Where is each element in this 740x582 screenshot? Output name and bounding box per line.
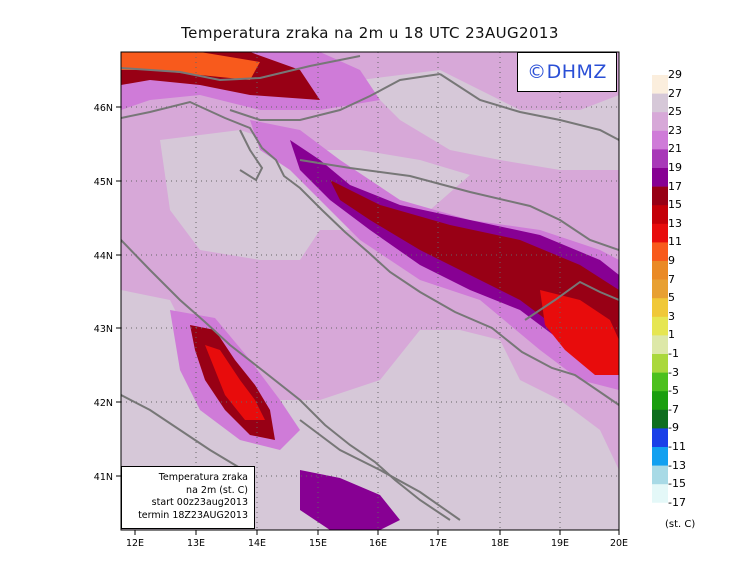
colorbar-swatch <box>652 223 668 243</box>
colorbar-label: -17 <box>668 495 686 509</box>
colorbar-swatch <box>652 75 668 94</box>
colorbar-swatch <box>652 447 668 466</box>
colorbar-label: -11 <box>668 440 686 453</box>
legend-line-level: na 2m (st. C) <box>186 484 248 496</box>
colorbar-swatch <box>652 279 668 299</box>
lat-label-43N: 43N <box>94 324 113 335</box>
lat-label-45N: 45N <box>94 177 113 188</box>
border-montenegro <box>524 280 619 321</box>
coastline-italy <box>121 239 451 521</box>
map-frame <box>120 51 620 531</box>
coastline-gargano <box>299 419 461 521</box>
colorbar-label: 9 <box>668 254 675 267</box>
lon-label-14E: 14E <box>248 538 266 549</box>
colorbar-swatch <box>652 316 668 336</box>
colorbar-label: 25 <box>668 105 682 119</box>
lon-label-15E: 15E <box>309 538 327 549</box>
legend-line-start: start 00z23aug2013 <box>151 497 248 508</box>
colorbar-swatch <box>652 93 668 113</box>
colorbar-swatch <box>652 409 668 429</box>
colorbar-label: 7 <box>668 272 675 286</box>
colorbar-label: 29 <box>668 68 682 81</box>
colorbar-swatch <box>652 205 668 225</box>
border-alps <box>121 55 361 82</box>
colorbar-swatch <box>652 335 668 355</box>
colorbar-label: 27 <box>668 86 682 100</box>
colorbar-label: -9 <box>668 421 679 435</box>
field-puglia-hot <box>300 470 400 530</box>
colorbar-swatch <box>652 242 668 262</box>
colorbar-swatch <box>652 465 668 485</box>
border-hungary <box>439 73 619 141</box>
border-slovenia <box>229 73 441 121</box>
colorbar-swatch <box>652 112 668 132</box>
lon-label-17E: 17E <box>429 538 447 549</box>
colorbar-label: -1 <box>668 347 679 360</box>
colorbar-label: 11 <box>668 235 682 249</box>
colorbar-label: -7 <box>668 402 679 416</box>
colorbar-swatch <box>652 130 668 150</box>
lon-label-19E: 19E <box>551 538 569 549</box>
colorbar-swatch <box>652 261 668 280</box>
coastline-italy-south <box>121 394 241 469</box>
lon-label-16E: 16E <box>369 538 387 549</box>
field-pannonia <box>360 70 619 170</box>
lon-label-13E: 13E <box>187 538 205 549</box>
colorbar-label: -13 <box>668 458 686 472</box>
legend-line-term: termin 18Z23AUG2013 <box>138 509 248 521</box>
colorbar-label: 13 <box>668 216 682 230</box>
colorbar-label: 15 <box>668 198 682 212</box>
field-po-orange <box>121 52 260 80</box>
border-croatia-bosnia <box>299 159 619 251</box>
lon-label-12E: 12E <box>126 538 144 549</box>
colorbar-swatch <box>652 186 668 206</box>
colorbar-label: -3 <box>668 365 679 379</box>
colorbar-label: -15 <box>668 477 686 491</box>
colorbar-label: 1 <box>668 328 675 342</box>
colorbar-swatch <box>652 149 668 169</box>
colorbar-swatch <box>652 428 668 448</box>
dhmz-logo: ©DHMZ <box>517 52 617 92</box>
colorbar-swatch <box>652 354 668 373</box>
lat-label-42N: 42N <box>94 398 113 409</box>
info-legend-box: Temperatura zraka na 2m (st. C) start 00… <box>121 466 255 529</box>
colorbar-swatch <box>652 372 668 392</box>
coastline-adriatic <box>121 100 619 406</box>
colorbar-label: 3 <box>668 309 675 323</box>
coastline-istria <box>239 129 264 182</box>
lat-label-41N: 41N <box>94 472 113 483</box>
colorbar-label: 23 <box>668 123 682 137</box>
field-herzeg-red <box>540 290 619 375</box>
legend-line-variable: Temperatura zraka <box>158 472 248 483</box>
colorbar <box>652 75 668 519</box>
field-italy-red <box>205 345 265 420</box>
lon-label-18E: 18E <box>491 538 509 549</box>
colorbar-label: 5 <box>668 291 675 305</box>
colorbar-unit-label: (st. C) <box>665 519 696 530</box>
colorbar-label: 17 <box>668 179 682 193</box>
lat-label-46N: 46N <box>94 103 113 114</box>
colorbar-swatch <box>652 298 668 318</box>
colorbar-swatch <box>652 484 668 504</box>
lon-label-20E: 20E <box>610 538 628 549</box>
colorbar-swatch <box>652 391 668 411</box>
colorbar-label: 19 <box>668 161 682 174</box>
colorbar-label: -5 <box>668 384 679 398</box>
colorbar-swatch <box>652 502 668 519</box>
lat-label-44N: 44N <box>94 251 113 262</box>
colorbar-swatch <box>652 168 668 187</box>
colorbar-label: 21 <box>668 142 682 156</box>
map-title: Temperatura zraka na 2m u 18 UTC 23AUG20… <box>181 24 559 42</box>
